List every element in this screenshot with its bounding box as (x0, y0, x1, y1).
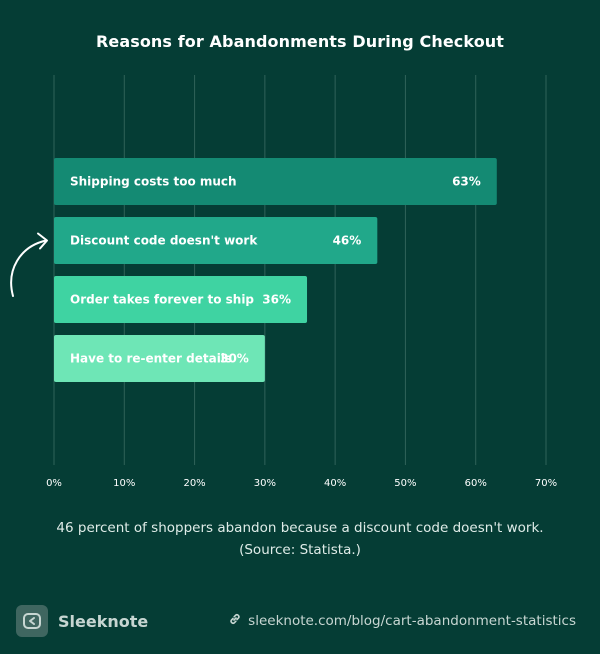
bar (54, 217, 378, 264)
x-tick-label: 20% (183, 478, 205, 489)
bar-value-label: 30% (220, 352, 249, 366)
bar-chart: 0% 10% 20% 30% 40% 50% 60% 70% Shipping costs to… (10, 75, 557, 489)
source-link[interactable]: sleeknote.com/blog/cart-abandonment-stat… (228, 612, 576, 630)
x-tick-label: 30% (254, 478, 276, 489)
sleeknote-logo-icon (16, 605, 48, 637)
chart-title: Reasons for Abandonments During Checkout (95, 32, 505, 51)
brand-name: Sleeknote (58, 611, 149, 631)
source-link-text[interactable]: sleeknote.com/blog/cart-abandonment-stat… (248, 613, 576, 629)
bar-category-label: Shipping costs too much (70, 175, 237, 189)
bar-value-label: 46% (333, 234, 362, 248)
x-tick-label: 70% (535, 478, 557, 489)
bar-category-label: Have to re-enter details (70, 352, 232, 366)
arrow-head-icon (37, 232, 48, 250)
link-icon (228, 612, 242, 630)
chart-caption: 46 percent of shoppers abandon because a… (56, 520, 544, 558)
bar (54, 335, 265, 382)
x-tick-label: 40% (324, 478, 346, 489)
x-tick-label: 50% (394, 478, 416, 489)
bar-value-label: 63% (452, 175, 481, 189)
bar-category-label: Order takes forever to ship (70, 293, 254, 307)
bar-category-label: Discount code doesn't work (70, 234, 258, 248)
x-tick-label: 10% (113, 478, 135, 489)
bar (54, 158, 497, 205)
x-tick-label: 0% (46, 478, 62, 489)
bar-value-label: 36% (262, 293, 291, 307)
bar (54, 276, 308, 323)
highlight-arrow (10, 239, 47, 297)
footer-brand: Sleeknote (16, 605, 148, 637)
x-tick-label: 60% (465, 478, 487, 489)
